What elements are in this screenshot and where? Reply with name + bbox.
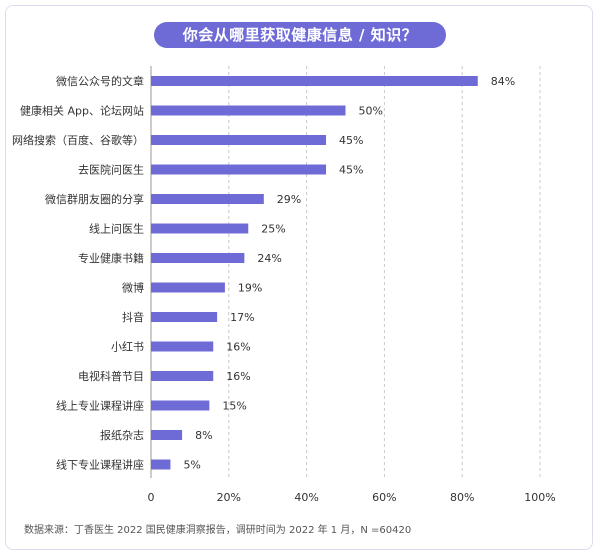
- bar: [151, 164, 327, 175]
- value-label: 17%: [230, 311, 254, 324]
- grid-lines: [150, 66, 541, 478]
- category-label: 微信公众号的文章: [56, 74, 144, 88]
- category-label: 小红书: [111, 341, 144, 354]
- category-label: 抖音: [122, 310, 144, 324]
- value-labels: 84% 50% 45% 45% 29% 25% 24% 19% 17% 16% 16% 15% 8% 5%: [183, 75, 515, 472]
- category-label: 网络搜索（百度、谷歌等）: [12, 133, 144, 147]
- value-label: 16%: [226, 341, 250, 354]
- category-label: 专业健康书籍: [78, 251, 144, 265]
- value-label: 29%: [277, 193, 301, 206]
- category-label: 线上问医生: [89, 222, 144, 236]
- value-label: 19%: [238, 282, 262, 295]
- bar: [151, 223, 249, 234]
- category-label: 去医院问医生: [78, 163, 144, 177]
- category-label: 微博: [122, 281, 144, 295]
- bar: [151, 253, 245, 263]
- value-label: 45%: [339, 134, 363, 147]
- bar: [151, 341, 214, 352]
- bar: [151, 459, 171, 470]
- x-tick-labels: 0 20% 40% 60% 80% 100%: [148, 491, 556, 504]
- bars: [151, 76, 478, 470]
- category-label: 报纸杂志: [100, 428, 144, 442]
- category-label: 线上专业课程讲座: [56, 399, 144, 413]
- value-label: 25%: [261, 223, 285, 236]
- value-label: 24%: [257, 252, 281, 265]
- x-tick-label: 60%: [372, 491, 396, 504]
- category-label: 电视科普节目: [78, 369, 144, 383]
- x-tick-label: 0: [148, 491, 155, 504]
- chart-title: 你会从哪里获取健康信息 / 知识？: [154, 22, 446, 48]
- value-label: 50%: [359, 105, 383, 118]
- x-tick-label: 80%: [450, 491, 474, 504]
- value-label: 5%: [183, 459, 200, 472]
- value-label: 45%: [339, 164, 363, 177]
- data-source-note: 数据来源：丁香医生 2022 国民健康洞察报告，调研时间为 2022 年 1 月…: [24, 525, 412, 536]
- bar: [151, 76, 478, 86]
- x-tick-label: 100%: [524, 491, 555, 504]
- category-label: 线下专业课程讲座: [56, 458, 144, 472]
- chart-card: [5, 5, 593, 550]
- bar: [151, 430, 183, 440]
- bar: [151, 135, 327, 145]
- value-label: 16%: [226, 370, 250, 383]
- x-tick-label: 40%: [294, 491, 318, 504]
- bar: [151, 371, 214, 381]
- value-label: 84%: [491, 75, 515, 88]
- category-label: 微信群朋友圈的分享: [45, 192, 144, 206]
- category-label: 健康相关 App、论坛网站: [20, 104, 144, 118]
- value-label: 8%: [195, 429, 212, 442]
- x-tick-label: 20%: [217, 491, 241, 504]
- bar: [151, 105, 346, 116]
- bar: [151, 400, 210, 411]
- bar: [151, 282, 225, 293]
- bar: [151, 312, 218, 322]
- bar: [151, 194, 264, 204]
- value-label: 15%: [222, 400, 246, 413]
